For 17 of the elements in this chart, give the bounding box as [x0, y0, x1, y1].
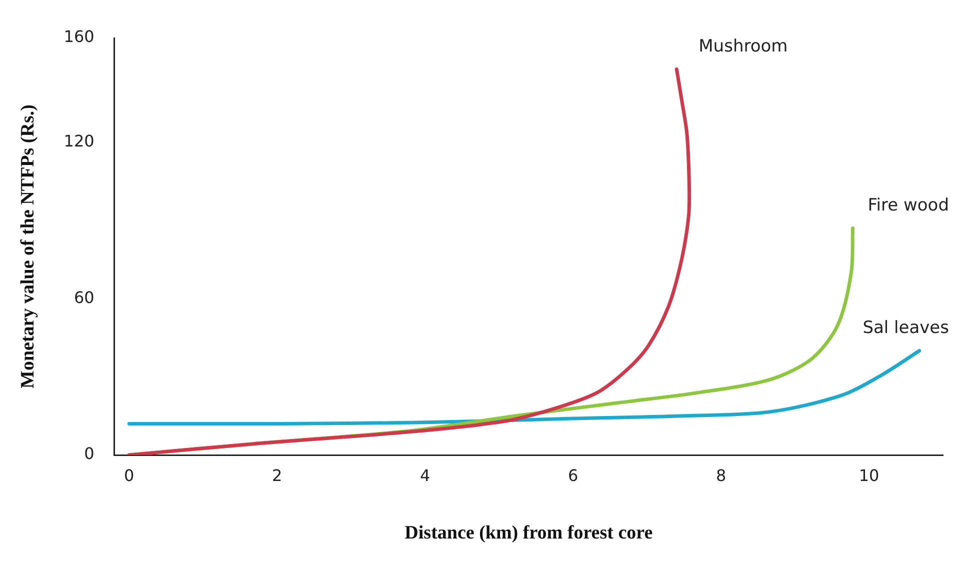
x-tick-label: 2	[272, 466, 282, 485]
y-axis-title: Monetary value of the NTFPs (Rs.)	[17, 104, 38, 388]
y-tick-label: 60	[74, 288, 94, 307]
x-axis-title: Distance (km) from forest core	[404, 522, 653, 544]
line-series	[127, 68, 692, 455]
line-series	[127, 349, 922, 426]
x-tick-label: 6	[568, 466, 578, 485]
series-label: Sal leaves	[862, 318, 950, 338]
y-tick-label: 160	[64, 27, 94, 46]
series-label: Mushroom	[698, 36, 788, 57]
x-tick-label: 10	[858, 466, 880, 485]
y-tick-label: 120	[64, 131, 94, 150]
series-label: Fire wood	[868, 196, 950, 216]
x-tick-label: 0	[124, 466, 134, 485]
x-tick-label: 4	[420, 466, 430, 485]
y-tick-label: 0	[84, 444, 94, 464]
x-tick-label: 8	[716, 466, 726, 485]
